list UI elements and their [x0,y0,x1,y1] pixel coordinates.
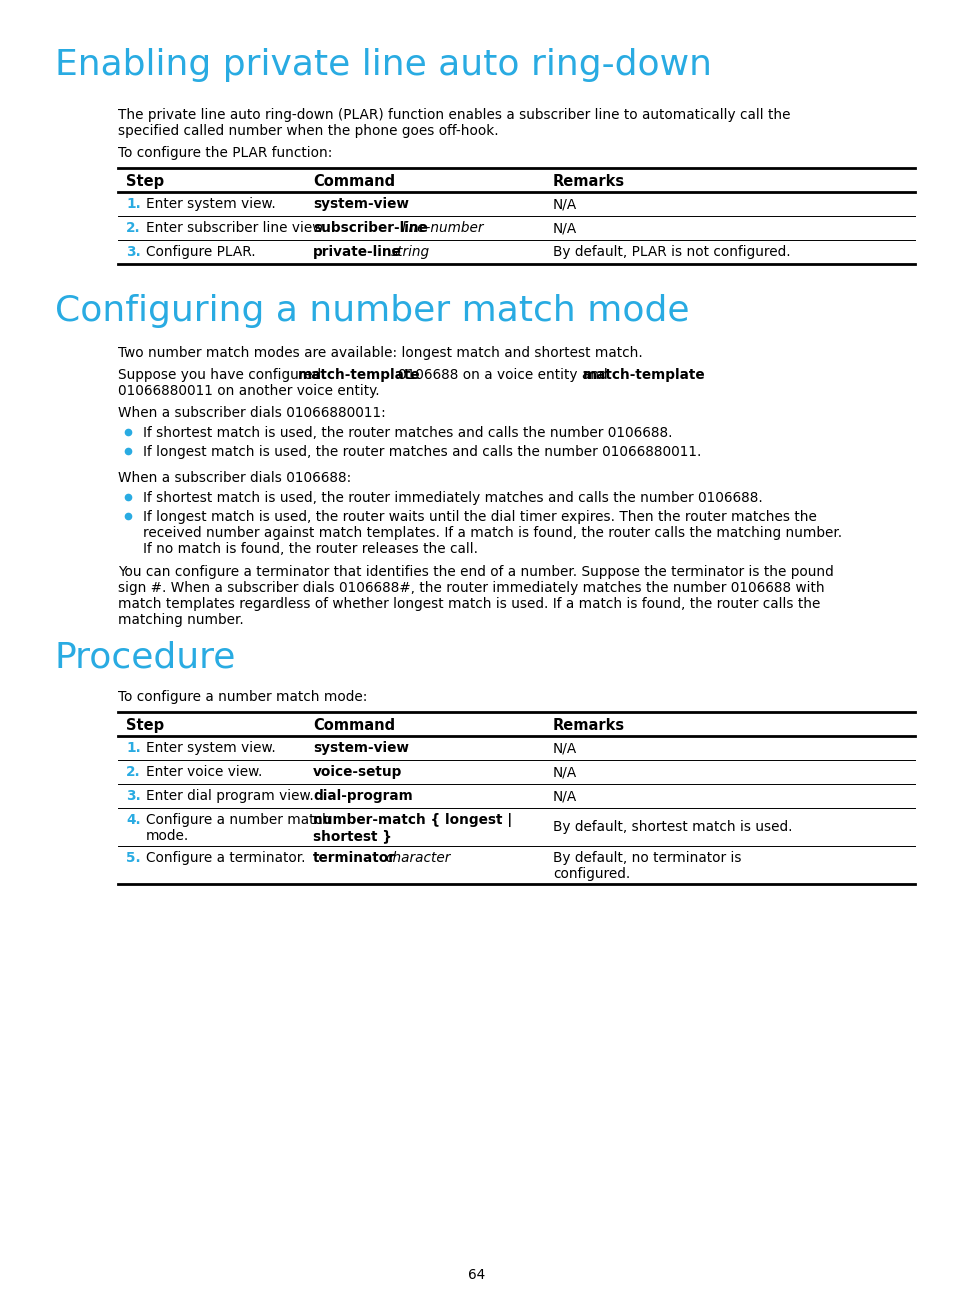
Text: 3.: 3. [126,789,141,804]
Text: N/A: N/A [553,222,577,235]
Text: By default, no terminator is: By default, no terminator is [553,851,740,864]
Text: If no match is found, the router releases the call.: If no match is found, the router release… [143,542,477,556]
Text: number-match { longest |: number-match { longest | [313,813,512,827]
Text: N/A: N/A [553,197,577,211]
Text: If shortest match is used, the router matches and calls the number 0106688.: If shortest match is used, the router ma… [143,426,672,441]
Text: line-number: line-number [401,222,483,235]
Text: 5.: 5. [126,851,140,864]
Text: mode.: mode. [146,829,189,842]
Text: Configure PLAR.: Configure PLAR. [146,245,255,259]
Text: configured.: configured. [553,867,630,881]
Text: Enter system view.: Enter system view. [146,197,275,211]
Text: match-template: match-template [297,368,420,382]
Text: match-template: match-template [582,368,705,382]
Text: subscriber-line: subscriber-line [313,222,428,235]
Text: N/A: N/A [553,789,577,804]
Text: specified called number when the phone goes off-hook.: specified called number when the phone g… [118,124,498,137]
Text: Step: Step [126,718,164,734]
Text: voice-setup: voice-setup [313,765,402,779]
Text: If longest match is used, the router waits until the dial timer expires. Then th: If longest match is used, the router wai… [143,511,816,524]
Text: Suppose you have configured: Suppose you have configured [118,368,325,382]
Text: 1.: 1. [126,197,141,211]
Text: The private line auto ring-down (PLAR) function enables a subscriber line to aut: The private line auto ring-down (PLAR) f… [118,108,790,122]
Text: Enter system view.: Enter system view. [146,741,275,756]
Text: 01066880011 on another voice entity.: 01066880011 on another voice entity. [118,384,379,398]
Text: system-view: system-view [313,197,409,211]
Text: 4.: 4. [126,813,140,827]
Text: string: string [391,245,430,259]
Text: Configuring a number match mode: Configuring a number match mode [55,294,689,328]
Text: Remarks: Remarks [553,174,624,189]
Text: 64: 64 [468,1267,485,1282]
Text: 2.: 2. [126,222,140,235]
Text: system-view: system-view [313,741,409,756]
Text: Procedure: Procedure [55,640,236,674]
Text: sign #. When a subscriber dials 0106688#, the router immediately matches the num: sign #. When a subscriber dials 0106688#… [118,581,823,595]
Text: shortest }: shortest } [313,829,392,842]
Text: Command: Command [313,718,395,734]
Text: 0106688 on a voice entity and: 0106688 on a voice entity and [397,368,607,382]
Text: Two number match modes are available: longest match and shortest match.: Two number match modes are available: lo… [118,346,642,360]
Text: Enter voice view.: Enter voice view. [146,765,262,779]
Text: received number against match templates. If a match is found, the router calls t: received number against match templates.… [143,526,841,540]
Text: 2.: 2. [126,765,140,779]
Text: To configure the PLAR function:: To configure the PLAR function: [118,146,332,159]
Text: match templates regardless of whether longest match is used. If a match is found: match templates regardless of whether lo… [118,597,820,610]
Text: N/A: N/A [553,741,577,756]
Text: matching number.: matching number. [118,613,244,627]
Text: Enabling private line auto ring-down: Enabling private line auto ring-down [55,48,711,82]
Text: By default, PLAR is not configured.: By default, PLAR is not configured. [553,245,790,259]
Text: terminator: terminator [313,851,395,864]
Text: private-line: private-line [313,245,401,259]
Text: Enter dial program view.: Enter dial program view. [146,789,314,804]
Text: Configure a terminator.: Configure a terminator. [146,851,305,864]
Text: Command: Command [313,174,395,189]
Text: When a subscriber dials 0106688:: When a subscriber dials 0106688: [118,470,351,485]
Text: N/A: N/A [553,765,577,779]
Text: Enter subscriber line view.: Enter subscriber line view. [146,222,326,235]
Text: character: character [385,851,450,864]
Text: Step: Step [126,174,164,189]
Text: Configure a number match: Configure a number match [146,813,331,827]
Text: Remarks: Remarks [553,718,624,734]
Text: 3.: 3. [126,245,141,259]
Text: When a subscriber dials 01066880011:: When a subscriber dials 01066880011: [118,406,385,420]
Text: dial-program: dial-program [313,789,413,804]
Text: 1.: 1. [126,741,141,756]
Text: If longest match is used, the router matches and calls the number 01066880011.: If longest match is used, the router mat… [143,445,700,459]
Text: You can configure a terminator that identifies the end of a number. Suppose the : You can configure a terminator that iden… [118,565,833,579]
Text: To configure a number match mode:: To configure a number match mode: [118,689,367,704]
Text: By default, shortest match is used.: By default, shortest match is used. [553,820,792,835]
Text: If shortest match is used, the router immediately matches and calls the number 0: If shortest match is used, the router im… [143,491,762,505]
